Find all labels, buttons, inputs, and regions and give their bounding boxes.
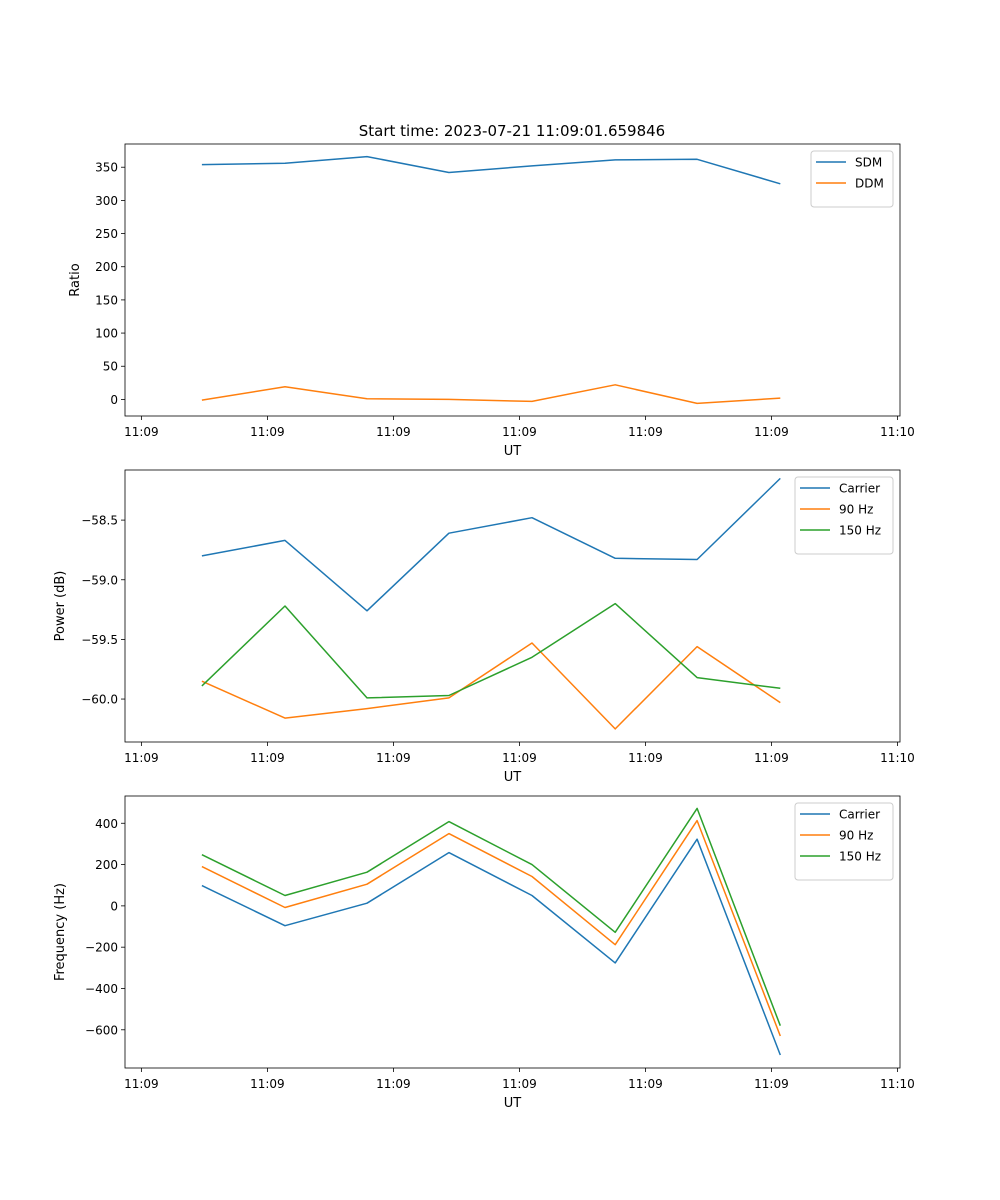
- frequency-axes-frame: [124, 795, 901, 1069]
- ratio-y-tick-label: 300: [95, 194, 118, 208]
- power-x-tick-label: 11:09: [754, 751, 789, 765]
- frequency-legend-label-90-hz: 90 Hz: [839, 829, 873, 843]
- power-legend-label-carrier: Carrier: [839, 482, 880, 496]
- frequency-x-tick-label: 11:10: [880, 1077, 915, 1091]
- ratio-series-line-ddm: [201, 384, 781, 405]
- frequency-y-axis-label: Frequency (Hz): [53, 883, 68, 981]
- frequency-y-tick-label: 200: [95, 858, 118, 872]
- panel-frequency: 11:09 11:09 11:09 11:09 11:09 11:09 11:10 −600 −…: [53, 795, 915, 1111]
- power-series-line-150-hz: [201, 602, 781, 699]
- ratio-legend-box: [810, 150, 894, 208]
- ratio-y-axis-label: Ratio: [68, 263, 83, 296]
- frequency-x-tick-label: 11:09: [754, 1077, 789, 1091]
- frequency-y-tick-label: −400: [85, 982, 118, 996]
- frequency-y-tick-label: 0: [110, 899, 118, 913]
- power-legend-label-150-hz: 150 Hz: [839, 524, 881, 538]
- power-axes-frame: [124, 469, 901, 743]
- frequency-legend-box: [794, 802, 894, 881]
- power-x-tick-label: 11:09: [502, 751, 537, 765]
- power-y-tick-label: −59.0: [81, 573, 118, 587]
- frequency-series-line-150-hz: [201, 807, 782, 1026]
- power-series-line-carrier: [201, 477, 781, 612]
- power-series-line-90-hz: [201, 642, 781, 730]
- frequency-legend-label-150-hz: 150 Hz: [839, 850, 881, 864]
- power-legend: Carrier 90 Hz 150 Hz: [794, 476, 894, 555]
- ratio-series-line-sdm: [201, 155, 781, 185]
- frequency-x-axis-label: UT: [504, 1096, 522, 1111]
- power-legend-label-90-hz: 90 Hz: [839, 503, 873, 517]
- figure-title: Start time: 2023-07-21 11:09:01.659846: [359, 122, 665, 140]
- ratio-axes-frame: [124, 143, 901, 417]
- power-x-tick-label: 11:09: [628, 751, 663, 765]
- ratio-legend: SDM DDM: [810, 150, 894, 208]
- frequency-x-tick-label: 11:09: [124, 1077, 159, 1091]
- frequency-y-tick-label: −600: [85, 1023, 118, 1037]
- power-x-tick-label: 11:09: [124, 751, 159, 765]
- ratio-x-tick-label: 11:10: [880, 425, 915, 439]
- ratio-x-tick-label: 11:09: [628, 425, 663, 439]
- ratio-y-tick-label: 350: [95, 161, 118, 175]
- frequency-series-line-90-hz: [201, 819, 781, 1037]
- ratio-x-tick-label: 11:09: [754, 425, 789, 439]
- frequency-y-tick-label: −200: [85, 941, 118, 955]
- power-y-tick-label: −58.5: [81, 514, 118, 528]
- frequency-x-tick-label: 11:09: [376, 1077, 411, 1091]
- power-legend-box: [794, 476, 894, 555]
- frequency-x-tick-label: 11:09: [502, 1077, 537, 1091]
- ratio-y-tick-label: 150: [95, 293, 118, 307]
- power-x-tick-label: 11:10: [880, 751, 915, 765]
- frequency-series-line-carrier: [201, 838, 781, 1056]
- ratio-y-tick-label: 0: [110, 393, 118, 407]
- power-x-tick-label: 11:09: [376, 751, 411, 765]
- panel-ratio: 11:09 11:09 11:09 11:09 11:09 11:09 11:10 0 50 10…: [68, 143, 915, 459]
- ratio-x-tick-label: 11:09: [124, 425, 159, 439]
- power-y-tick-label: −60.0: [81, 693, 118, 707]
- frequency-legend-label-carrier: Carrier: [839, 808, 880, 822]
- power-y-axis-label: Power (dB): [53, 571, 68, 642]
- ratio-x-tick-label: 11:09: [376, 425, 411, 439]
- ratio-legend-label-sdm: SDM: [855, 156, 882, 170]
- ratio-legend-label-ddm: DDM: [855, 177, 884, 191]
- ratio-y-tick-label: 50: [103, 360, 118, 374]
- frequency-x-tick-label: 11:09: [250, 1077, 285, 1091]
- frequency-y-tick-label: 400: [95, 817, 118, 831]
- power-x-axis-label: UT: [504, 770, 522, 785]
- ratio-x-tick-label: 11:09: [250, 425, 285, 439]
- chart-panels: 11:09 11:09 11:09 11:09 11:09 11:09 11:10 0 50 10…: [53, 143, 915, 1111]
- ratio-y-tick-label: 250: [95, 227, 118, 241]
- ratio-x-axis-label: UT: [504, 444, 522, 459]
- ratio-y-tick-label: 100: [95, 327, 118, 341]
- frequency-x-tick-label: 11:09: [628, 1077, 663, 1091]
- ratio-x-tick-label: 11:09: [502, 425, 537, 439]
- panel-power: 11:09 11:09 11:09 11:09 11:09 11:09 11:10 −60.0…: [53, 469, 915, 785]
- power-y-tick-label: −59.5: [81, 633, 118, 647]
- power-x-tick-label: 11:09: [250, 751, 285, 765]
- ratio-y-tick-label: 200: [95, 260, 118, 274]
- frequency-legend: Carrier 90 Hz 150 Hz: [794, 802, 894, 881]
